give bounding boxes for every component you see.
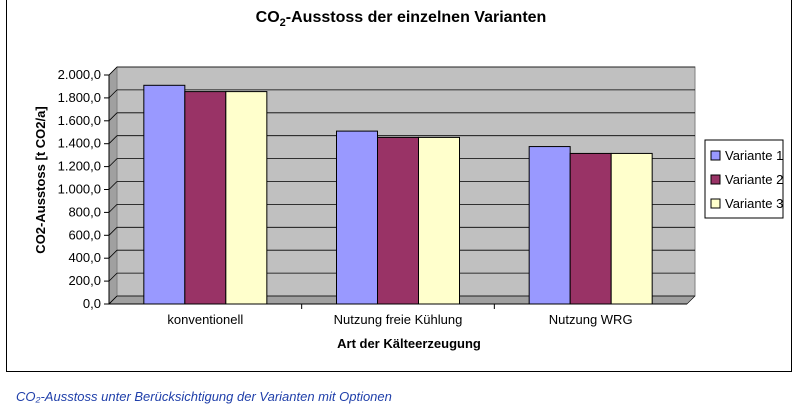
chart-title: CO2-Ausstoss der einzelnen Varianten	[256, 9, 547, 29]
chart-frame: CO2-Ausstoss der einzelnen Varianten 0,0…	[6, 0, 792, 372]
gridline-wall	[108, 204, 118, 213]
legend-label: Variante 3	[725, 196, 783, 211]
gridline-wall	[108, 135, 118, 144]
gridline-wall	[108, 89, 118, 99]
y-tick-label: 200,0	[68, 273, 101, 288]
y-tick-label: 1.400,0	[58, 136, 101, 151]
legend-swatch	[710, 174, 721, 185]
bar	[610, 152, 653, 305]
bar	[143, 84, 186, 305]
x-tick-label: konventionell	[167, 312, 243, 327]
bar	[336, 130, 378, 305]
y-tick-label: 1.200,0	[58, 159, 101, 174]
gridline-wall	[108, 295, 118, 305]
x-axis-ticks: konventionell Nutzung freie Kühlung Nutzun…	[109, 303, 687, 327]
y-tick-label: 1.000,0	[58, 182, 101, 197]
legend-label: Variante 1	[725, 148, 783, 163]
bar	[184, 91, 227, 305]
y-tick-label: 800,0	[68, 204, 101, 219]
plot-area	[108, 66, 696, 305]
gridline-wall	[108, 158, 118, 167]
gridline-wall	[108, 227, 118, 236]
y-tick-label: 2.000,0	[58, 67, 101, 82]
bar	[569, 152, 612, 305]
bar	[377, 136, 419, 305]
bar-chart: CO2-Ausstoss der einzelnen Varianten 0,0…	[33, 9, 784, 351]
y-axis-title: CO2-Ausstoss [t CO2/a]	[33, 106, 48, 253]
bar	[528, 146, 571, 305]
x-tick-label: Nutzung freie Kühlung	[334, 312, 463, 327]
y-tick-label: 400,0	[68, 250, 101, 265]
y-tick-label: 1.600,0	[58, 113, 101, 128]
y-tick-label: 0,0	[83, 296, 101, 311]
y-axis-ticks: 0,0 200,0 400,0 600,0 800,0 1.000,0 1.200,0 1.4…	[58, 67, 110, 311]
legend: Variante 1 Variante 2 Variante 3	[704, 139, 784, 219]
legend-swatch	[710, 198, 721, 209]
figure-caption: CO₂-Ausstoss unter Berücksichtigung der …	[16, 389, 392, 404]
legend-swatch	[710, 150, 721, 161]
gridline-wall	[108, 181, 118, 190]
gridline-wall	[108, 66, 118, 76]
y-tick-label: 600,0	[68, 227, 101, 242]
x-tick-label: Nutzung WRG	[549, 312, 633, 327]
x-axis-title: Art der Kälteerzeugung	[337, 336, 481, 351]
gridline-wall	[108, 249, 118, 259]
gridline-wall	[108, 112, 118, 122]
gridline-wall	[108, 272, 118, 282]
y-tick-label: 1.800,0	[58, 90, 101, 105]
bar	[225, 91, 268, 305]
bar	[418, 136, 460, 305]
legend-label: Variante 2	[725, 172, 783, 187]
